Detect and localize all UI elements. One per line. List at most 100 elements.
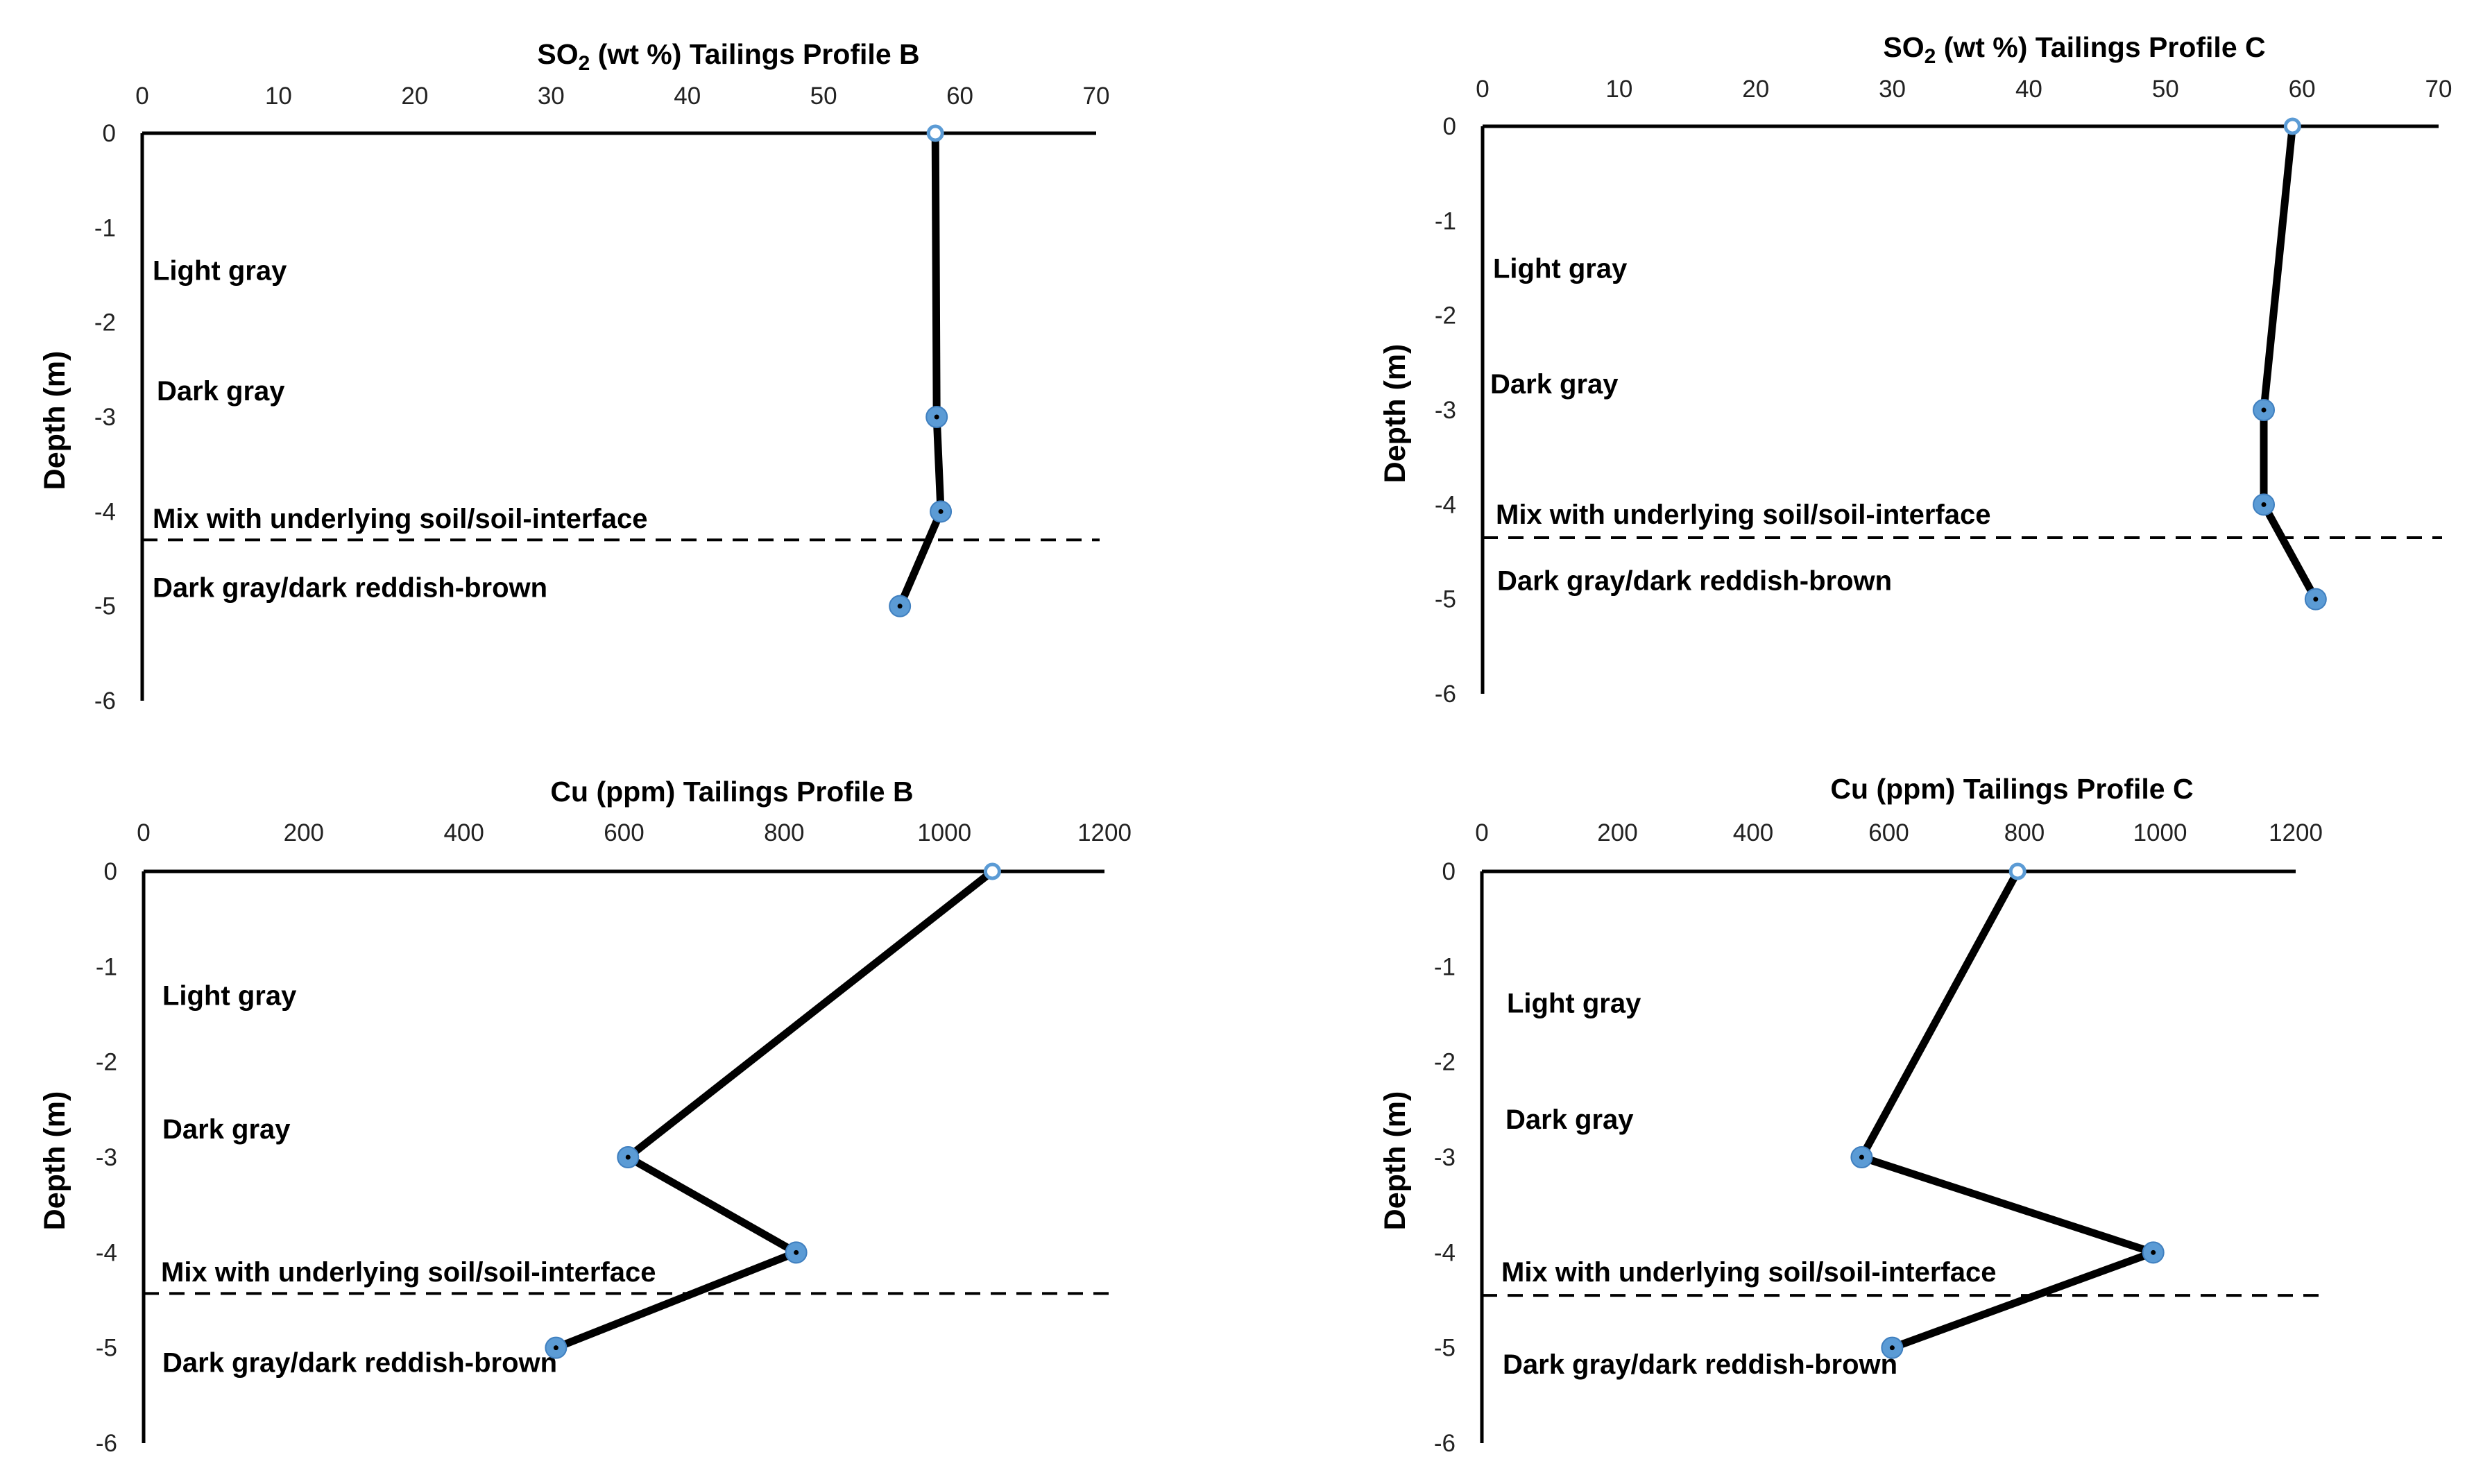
data-point-center <box>1859 1154 1864 1160</box>
y-tick-label: -6 <box>96 1430 117 1457</box>
x-tick-label: 0 <box>137 819 150 846</box>
title-subscript: 2 <box>579 52 590 75</box>
data-point-center <box>2151 1250 2156 1255</box>
data-point <box>2008 862 2026 880</box>
x-tick-label: 60 <box>2289 76 2316 103</box>
y-tick-label: -3 <box>1435 397 1456 424</box>
x-tick-label: 20 <box>1742 76 1769 103</box>
y-tick-label: 0 <box>104 858 117 885</box>
x-tick-label: 200 <box>1597 819 1637 846</box>
layer-label: Light gray <box>1507 989 1641 1019</box>
data-point <box>983 862 1001 880</box>
chart-title: Cu (ppm) Tailings Profile C <box>1830 773 2193 805</box>
layer-label: Dark gray/dark reddish-brown <box>1503 1349 1897 1380</box>
x-tick-label: 50 <box>810 83 837 110</box>
title-part: Cu (ppm) Tailings Profile B <box>550 776 913 808</box>
chart-2: SO2 (wt %) Tailings Profile C0 10 20 30 40 50… <box>1379 31 2452 708</box>
chart-title: SO2 (wt %) Tailings Profile C <box>1883 31 2265 68</box>
layer-label: Dark gray/dark reddish-brown <box>1497 565 1892 596</box>
title-part: (wt %) Tailings Profile B <box>590 38 919 70</box>
title-subscript: 2 <box>1925 45 1936 68</box>
layer-label: Dark gray/dark reddish-brown <box>153 572 547 603</box>
layer-label: Dark gray <box>1505 1105 1634 1135</box>
y-tick-label: -4 <box>94 498 116 525</box>
data-point-center <box>897 604 903 609</box>
series-line <box>1857 867 2158 1352</box>
layer-label: Dark gray <box>1490 369 1619 400</box>
x-tick-label: 600 <box>1868 819 1909 846</box>
y-axis-label: Depth (m) <box>38 1091 71 1231</box>
series-line <box>552 867 996 1352</box>
chart-title: Cu (ppm) Tailings Profile B <box>550 776 913 808</box>
y-tick-label: -1 <box>96 953 117 980</box>
x-tick-label: 1000 <box>2133 819 2187 846</box>
data-point-center <box>625 1154 631 1160</box>
data-point-center <box>938 509 944 514</box>
y-tick-label: -6 <box>94 688 116 715</box>
y-tick-label: -3 <box>96 1144 117 1171</box>
y-tick-label: -1 <box>94 214 116 241</box>
x-tick-label: 10 <box>265 83 292 110</box>
y-tick-label: -4 <box>1434 1239 1456 1266</box>
x-tick-label: 600 <box>604 819 644 846</box>
y-tick-label: 0 <box>1443 113 1456 140</box>
data-point-center <box>934 414 939 420</box>
layer-label: Mix with underlying soil/soil-interface <box>1501 1257 1996 1288</box>
data-point <box>926 124 944 142</box>
data-point <box>2283 117 2301 135</box>
title-part: Cu (ppm) Tailings Profile C <box>1830 773 2193 805</box>
y-tick-label: -1 <box>1434 953 1456 980</box>
data-point-center <box>2313 597 2319 602</box>
x-tick-label: 10 <box>1605 76 1632 103</box>
x-tick-label: 400 <box>1733 819 1773 846</box>
y-tick-label: -5 <box>96 1335 117 1362</box>
series-line <box>896 129 945 611</box>
x-tick-label: 1000 <box>917 819 971 846</box>
layer-label: Light gray <box>162 981 297 1012</box>
chart-4: Cu (ppm) Tailings Profile C 0 200 400 600 800… <box>1379 773 2324 1457</box>
y-tick-label: -4 <box>1435 491 1456 518</box>
layer-label: Light gray <box>1493 254 1628 284</box>
x-tick-label: 30 <box>538 83 565 110</box>
y-tick-label: -5 <box>1434 1335 1456 1362</box>
y-tick-label: -6 <box>1434 1430 1456 1457</box>
x-tick-label: 20 <box>401 83 428 110</box>
chart-title: SO2 (wt %) Tailings Profile B <box>537 38 919 75</box>
y-tick-label: 0 <box>103 120 116 147</box>
x-tick-label: 70 <box>1083 83 1110 110</box>
x-tick-label: 60 <box>946 83 973 110</box>
y-axis-label: Depth (m) <box>1379 1091 1412 1231</box>
title-part: SO <box>1883 31 1924 63</box>
data-point-center <box>2261 502 2267 507</box>
x-tick-label: 50 <box>2152 76 2179 103</box>
x-tick-label: 1200 <box>1077 819 1132 846</box>
y-tick-label: -3 <box>94 404 116 431</box>
layer-label: Dark gray <box>162 1114 291 1145</box>
layer-label: Dark gray/dark reddish-brown <box>162 1347 557 1378</box>
chart-1: SO2 (wt %) Tailings Profile B0 10 20 30 40 50… <box>38 38 1109 715</box>
y-tick-label: -5 <box>94 593 116 620</box>
x-tick-label: 0 <box>1476 76 1489 103</box>
chart-3: Cu (ppm) Tailings Profile B 0 200 400 600 800… <box>38 776 1132 1457</box>
y-tick-label: -2 <box>1435 302 1456 330</box>
layer-label: Mix with underlying soil/soil-interface <box>161 1257 656 1288</box>
y-tick-label: -2 <box>94 309 116 336</box>
y-axis-label: Depth (m) <box>1379 344 1412 484</box>
x-tick-label: 0 <box>1475 819 1488 846</box>
layer-label: Mix with underlying soil/soil-interface <box>1496 500 1990 530</box>
x-tick-label: 30 <box>1879 76 1906 103</box>
title-part: SO <box>537 38 578 70</box>
layer-label: Mix with underlying soil/soil-interface <box>153 504 647 534</box>
x-tick-label: 40 <box>674 83 701 110</box>
y-tick-label: -5 <box>1435 586 1456 613</box>
y-tick-label: -6 <box>1435 681 1456 708</box>
layer-label: Dark gray <box>157 376 285 407</box>
data-point-center <box>2261 407 2267 413</box>
y-tick-label: 0 <box>1442 858 1456 885</box>
y-tick-label: -2 <box>1434 1049 1456 1076</box>
title-part: (wt %) Tailings Profile C <box>1936 31 2265 63</box>
x-tick-label: 70 <box>2425 76 2452 103</box>
x-tick-label: 400 <box>443 819 484 846</box>
x-tick-label: 0 <box>135 83 148 110</box>
